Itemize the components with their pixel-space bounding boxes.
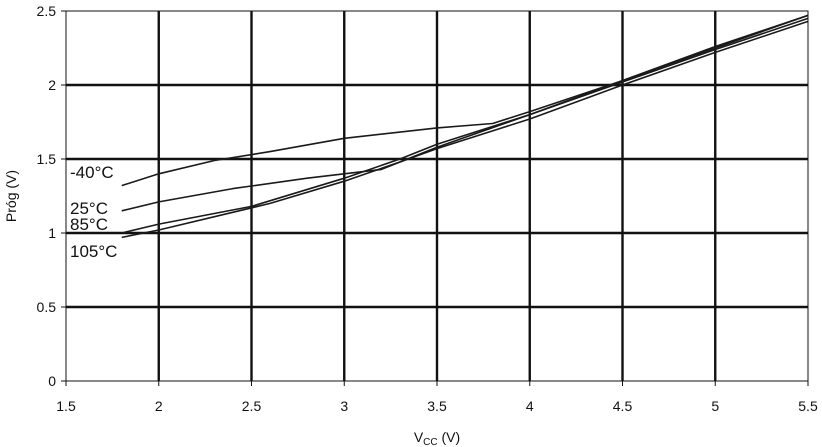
x-tick-labels: 1.5 2 2.5 3 3.5 4 4.5 5 5.5 <box>56 398 818 414</box>
y-tick-label: 2 <box>48 77 56 93</box>
x-tick-label: 5.5 <box>798 398 818 414</box>
series-line-105 <box>121 20 809 239</box>
x-tick-label: 4 <box>526 398 534 414</box>
x-tick-label: 2.5 <box>242 398 262 414</box>
x-axis-title-main: V <box>414 429 424 445</box>
plot-frame <box>65 10 809 382</box>
series-label-105: 105°C <box>70 242 117 261</box>
grid <box>61 10 809 386</box>
series-line-85 <box>121 17 809 234</box>
series-label-85: 85°C <box>70 215 108 234</box>
y-tick-label: 2.5 <box>37 3 57 19</box>
x-tick-label: 4.5 <box>613 398 633 414</box>
x-tick-label: 1.5 <box>56 398 76 414</box>
x-tick-label: 3.5 <box>427 398 447 414</box>
y-tick-label: 0 <box>48 373 56 389</box>
y-tick-labels: 0 0.5 1 1.5 2 2.5 <box>37 3 57 389</box>
series-lines <box>121 14 809 239</box>
x-axis-title: VCC (V) <box>414 429 460 447</box>
y-tick-label: 1 <box>48 225 56 241</box>
series-label-25: 25°C <box>70 199 108 218</box>
x-tick-label: 2 <box>155 398 163 414</box>
series-label-minus40: -40°C <box>70 163 114 182</box>
y-axis-title: Próg (V) <box>3 170 19 222</box>
x-tick-label: 5 <box>711 398 719 414</box>
y-tick-label: 1.5 <box>37 151 57 167</box>
series-line-25 <box>121 14 809 212</box>
x-axis-title-unit: (V) <box>438 429 461 445</box>
x-tick-label: 3 <box>340 398 348 414</box>
y-tick-label: 0.5 <box>37 299 57 315</box>
x-axis-title-subscript: CC <box>423 437 437 447</box>
